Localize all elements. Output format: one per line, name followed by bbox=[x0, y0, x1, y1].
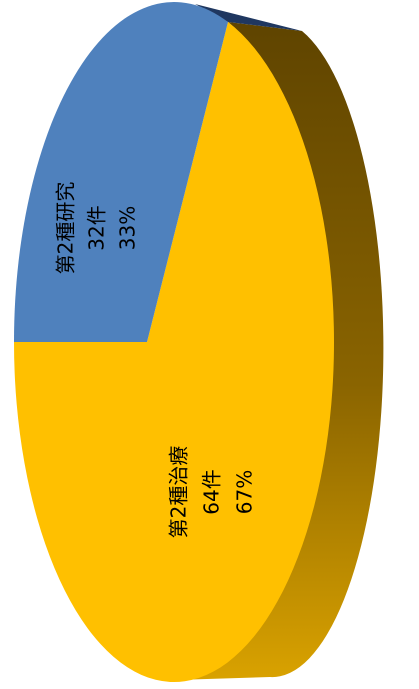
slice-label-name: 第2種研究 bbox=[54, 182, 78, 275]
label-group-research: 第2種研究 32件 33% bbox=[54, 182, 140, 275]
label-group-treatment: 第2種治療 64件 67% bbox=[167, 446, 257, 539]
pie-slice-research bbox=[14, 2, 228, 343]
slice-label-count: 32件 bbox=[85, 205, 109, 250]
slice-label-percent: 33% bbox=[116, 206, 140, 250]
pie-side-orange bbox=[175, 22, 384, 680]
pie-slice-treatment bbox=[13, 22, 334, 683]
slice-label-percent: 67% bbox=[233, 470, 257, 514]
pie-side-blue bbox=[195, 4, 302, 31]
slice-label-count: 64件 bbox=[200, 469, 224, 514]
slice-label-name: 第2種治療 bbox=[167, 446, 191, 539]
